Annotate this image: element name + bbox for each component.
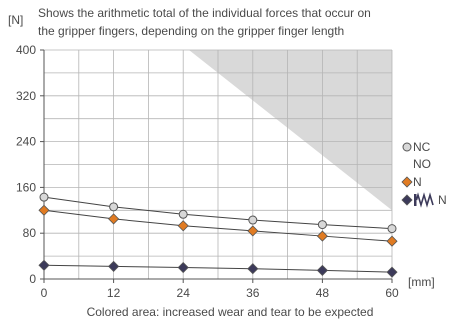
- shaded-region: [189, 50, 392, 211]
- chart-title-line-2: the gripper fingers, depending on the gr…: [38, 24, 344, 38]
- legend: NC NO N N: [401, 140, 447, 208]
- y-tick-label: 240: [16, 135, 36, 149]
- chart-title-line-1: Shows the arithmetic total of the indivi…: [38, 6, 371, 20]
- data-point: [177, 220, 189, 232]
- y-axis-unit: [N]: [8, 13, 23, 27]
- spring-icon-coil: [415, 192, 434, 208]
- y-tick-label: 400: [16, 43, 36, 57]
- legend-label-n-spring: N: [438, 193, 447, 207]
- data-point: [247, 225, 259, 237]
- spring-icon-bar: [414, 194, 417, 206]
- data-point: [38, 204, 50, 216]
- y-tick-label: 320: [16, 89, 36, 103]
- legend-marker-n: [401, 176, 413, 188]
- x-tick-label: 60: [385, 286, 399, 300]
- y-tick-label: 160: [16, 180, 36, 194]
- series-line-2: [43, 209, 393, 242]
- x-axis-unit: [mm]: [408, 275, 435, 289]
- chart-footnote: Colored area: increased wear and tear to…: [87, 305, 374, 319]
- data-point: [108, 260, 120, 272]
- series-line-1: [43, 196, 393, 230]
- data-point: [38, 259, 50, 271]
- x-tick-label: 0: [41, 286, 48, 300]
- legend-label-n: N: [413, 175, 422, 189]
- x-tick-label: 36: [246, 286, 260, 300]
- y-tick-label: 0: [29, 272, 36, 286]
- data-point: [108, 213, 120, 225]
- y-tick-label: 80: [23, 226, 37, 240]
- data-point: [177, 261, 189, 274]
- x-tick-label: 48: [316, 286, 330, 300]
- spring-icon: [414, 192, 434, 208]
- data-point: [387, 224, 397, 234]
- legend-marker-n-spring: [401, 194, 413, 206]
- series-line-3: [43, 264, 393, 273]
- plot-area: 0 80 160 240 320 400 0 12 24 36 48 60: [16, 43, 399, 300]
- data-point: [39, 192, 49, 202]
- data-point: [316, 230, 328, 242]
- legend-label-nc: NC: [413, 140, 431, 154]
- x-tick-label: 12: [107, 286, 121, 300]
- data-point: [316, 264, 328, 276]
- data-point: [247, 263, 259, 275]
- data-point: [386, 266, 398, 278]
- data-point: [317, 220, 327, 230]
- data-point: [109, 202, 119, 212]
- data-point: [248, 215, 258, 225]
- legend-marker-nc: [402, 142, 412, 152]
- data-point: [178, 209, 188, 219]
- x-tick-label: 24: [177, 286, 191, 300]
- legend-label-no: NO: [413, 157, 431, 171]
- data-point: [386, 235, 398, 247]
